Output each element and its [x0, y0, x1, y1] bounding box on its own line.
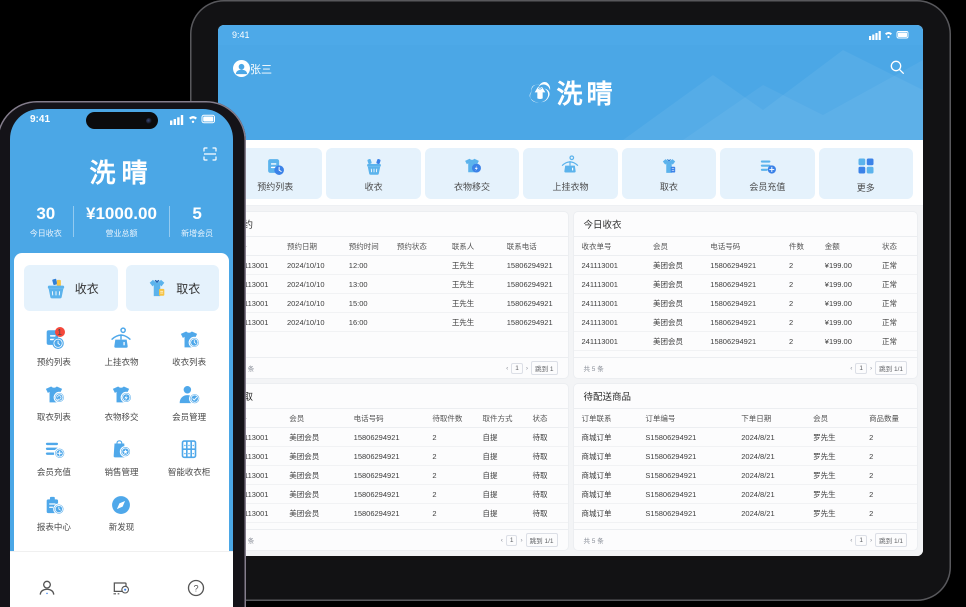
svg-text:?: ?: [193, 583, 198, 593]
